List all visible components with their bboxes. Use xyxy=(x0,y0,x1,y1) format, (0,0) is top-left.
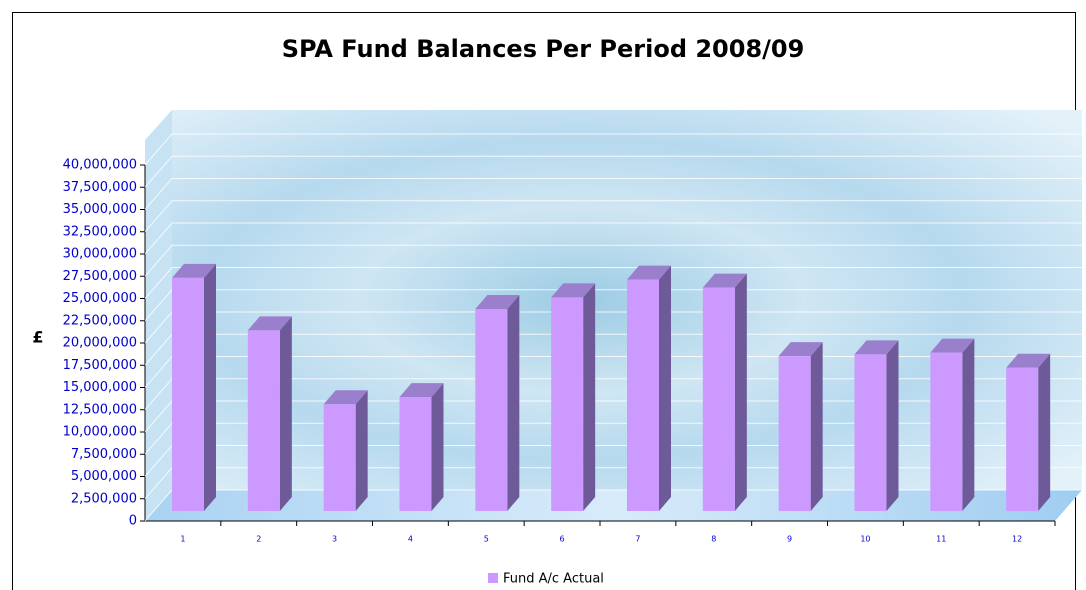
x-tick-label: 3 xyxy=(332,535,337,544)
x-tick-label: 4 xyxy=(408,535,413,544)
bar-side xyxy=(507,295,519,511)
y-tick-label: 20,000,000 xyxy=(63,336,137,351)
bar-side xyxy=(735,274,747,511)
bar-side xyxy=(280,316,292,511)
y-tick-label: 32,500,000 xyxy=(63,224,137,239)
bar xyxy=(627,280,659,511)
bar-side xyxy=(962,339,974,511)
chart: SPA Fund Balances Per Period 2008/09 £ 0… xyxy=(0,0,1086,590)
x-tick-label: 7 xyxy=(635,535,640,544)
y-tick-label: 17,500,000 xyxy=(63,358,137,373)
legend-swatch xyxy=(488,573,498,583)
bar xyxy=(248,330,280,511)
y-tick-label: 2,500,000 xyxy=(71,491,137,506)
y-axis-label: £ xyxy=(32,328,43,347)
bar xyxy=(551,297,583,511)
bar xyxy=(475,309,507,511)
bar xyxy=(172,278,204,511)
y-tick-label: 25,000,000 xyxy=(63,291,137,306)
bar xyxy=(703,288,735,511)
x-tick-label: 9 xyxy=(787,535,792,544)
x-tick-label: 10 xyxy=(860,535,870,544)
y-tick-label: 5,000,000 xyxy=(71,469,137,484)
bar xyxy=(324,404,356,511)
bar xyxy=(930,353,962,511)
x-tick-label: 2 xyxy=(256,535,261,544)
bar-side xyxy=(204,264,216,511)
y-tick-label: 37,500,000 xyxy=(63,180,137,195)
bar-side xyxy=(887,340,899,511)
y-tick-label: 35,000,000 xyxy=(63,202,137,217)
bar-side xyxy=(659,266,671,511)
bar-side xyxy=(583,283,595,511)
y-tick-label: 0 xyxy=(129,514,137,529)
y-tick-label: 40,000,000 xyxy=(63,158,137,173)
x-tick-label: 1 xyxy=(180,535,185,544)
bar-side xyxy=(432,383,444,511)
x-tick-label: 12 xyxy=(1012,535,1022,544)
bar xyxy=(779,356,811,511)
y-tick-label: 10,000,000 xyxy=(63,425,137,440)
bar xyxy=(400,397,432,511)
y-tick-label: 27,500,000 xyxy=(63,269,137,284)
x-tick-label: 8 xyxy=(711,535,716,544)
x-tick-label: 11 xyxy=(936,535,946,544)
x-tick-label: 6 xyxy=(560,535,565,544)
chart-title: SPA Fund Balances Per Period 2008/09 xyxy=(282,35,805,63)
bar xyxy=(855,354,887,511)
bar-side xyxy=(356,390,368,511)
y-tick-label: 12,500,000 xyxy=(63,402,137,417)
y-tick-label: 22,500,000 xyxy=(63,313,137,328)
legend-label: Fund A/c Actual xyxy=(503,572,604,587)
bar-side xyxy=(811,342,823,511)
y-tick-label: 30,000,000 xyxy=(63,247,137,262)
x-tick-label: 5 xyxy=(484,535,489,544)
bar xyxy=(1006,368,1038,511)
y-tick-label: 15,000,000 xyxy=(63,380,137,395)
bar-side xyxy=(1038,354,1050,511)
y-tick-label: 7,500,000 xyxy=(71,447,137,462)
